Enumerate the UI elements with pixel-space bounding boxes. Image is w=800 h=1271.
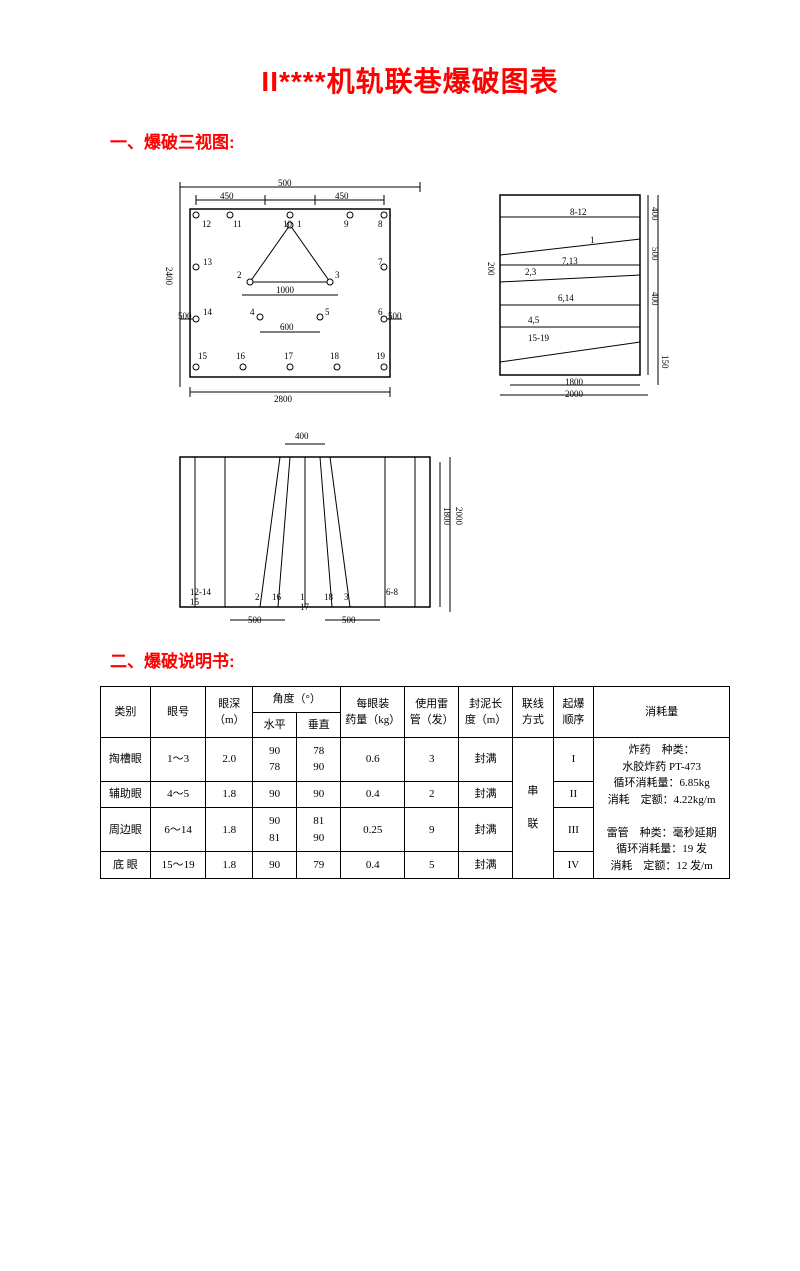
dim-label: 450 [335,191,349,201]
side-view [480,167,670,407]
col-category: 类别 [101,687,151,738]
col-angle-h: 水平 [253,712,297,738]
dim-label: 1000 [276,285,294,295]
col-angle: 角度（°） [253,687,341,713]
front-view [150,167,450,407]
col-angle-v: 垂直 [297,712,341,738]
dim-label: 500 [178,311,192,321]
connection-cell: 串 联 [513,738,554,879]
col-charge: 每眼装 药量（kg） [341,687,405,738]
col-consumption: 消耗量 [594,687,730,738]
section-2-heading: 二、爆破说明书: [110,647,730,672]
dim-label: 2400 [164,267,174,285]
col-detonator: 使用雷 管（发） [405,687,459,738]
dim-label: 450 [220,191,234,201]
col-connection: 联线 方式 [513,687,554,738]
three-view-diagrams: 450 500 450 2400 500 500 1000 600 2800 1… [130,167,730,637]
section-1-heading: 一、爆破三视图: [110,128,730,153]
col-sequence: 起爆 顺序 [553,687,594,738]
col-hole-no: 眼号 [150,687,206,738]
page-title: II****机轨联巷爆破图表 [90,60,730,100]
table-row: 掏槽眼 1～3 2.0 90 78 78 90 0.6 3 封满 串 联 I 炸… [101,738,730,782]
dim-label: 500 [278,178,292,188]
dim-label: 2800 [274,394,292,404]
dim-label: 600 [280,322,294,332]
blasting-spec-table: 类别 眼号 眼深 （m） 角度（°） 每眼装 药量（kg） 使用雷 管（发） 封… [100,686,730,879]
col-seal: 封泥长 度（m） [459,687,513,738]
col-depth: 眼深 （m） [206,687,253,738]
consumption-cell: 炸药 种类：水胶炸药 PT-473循环消耗量：6.85kg消耗 定额：4.22k… [594,738,730,879]
dim-label: 500 [388,311,402,321]
